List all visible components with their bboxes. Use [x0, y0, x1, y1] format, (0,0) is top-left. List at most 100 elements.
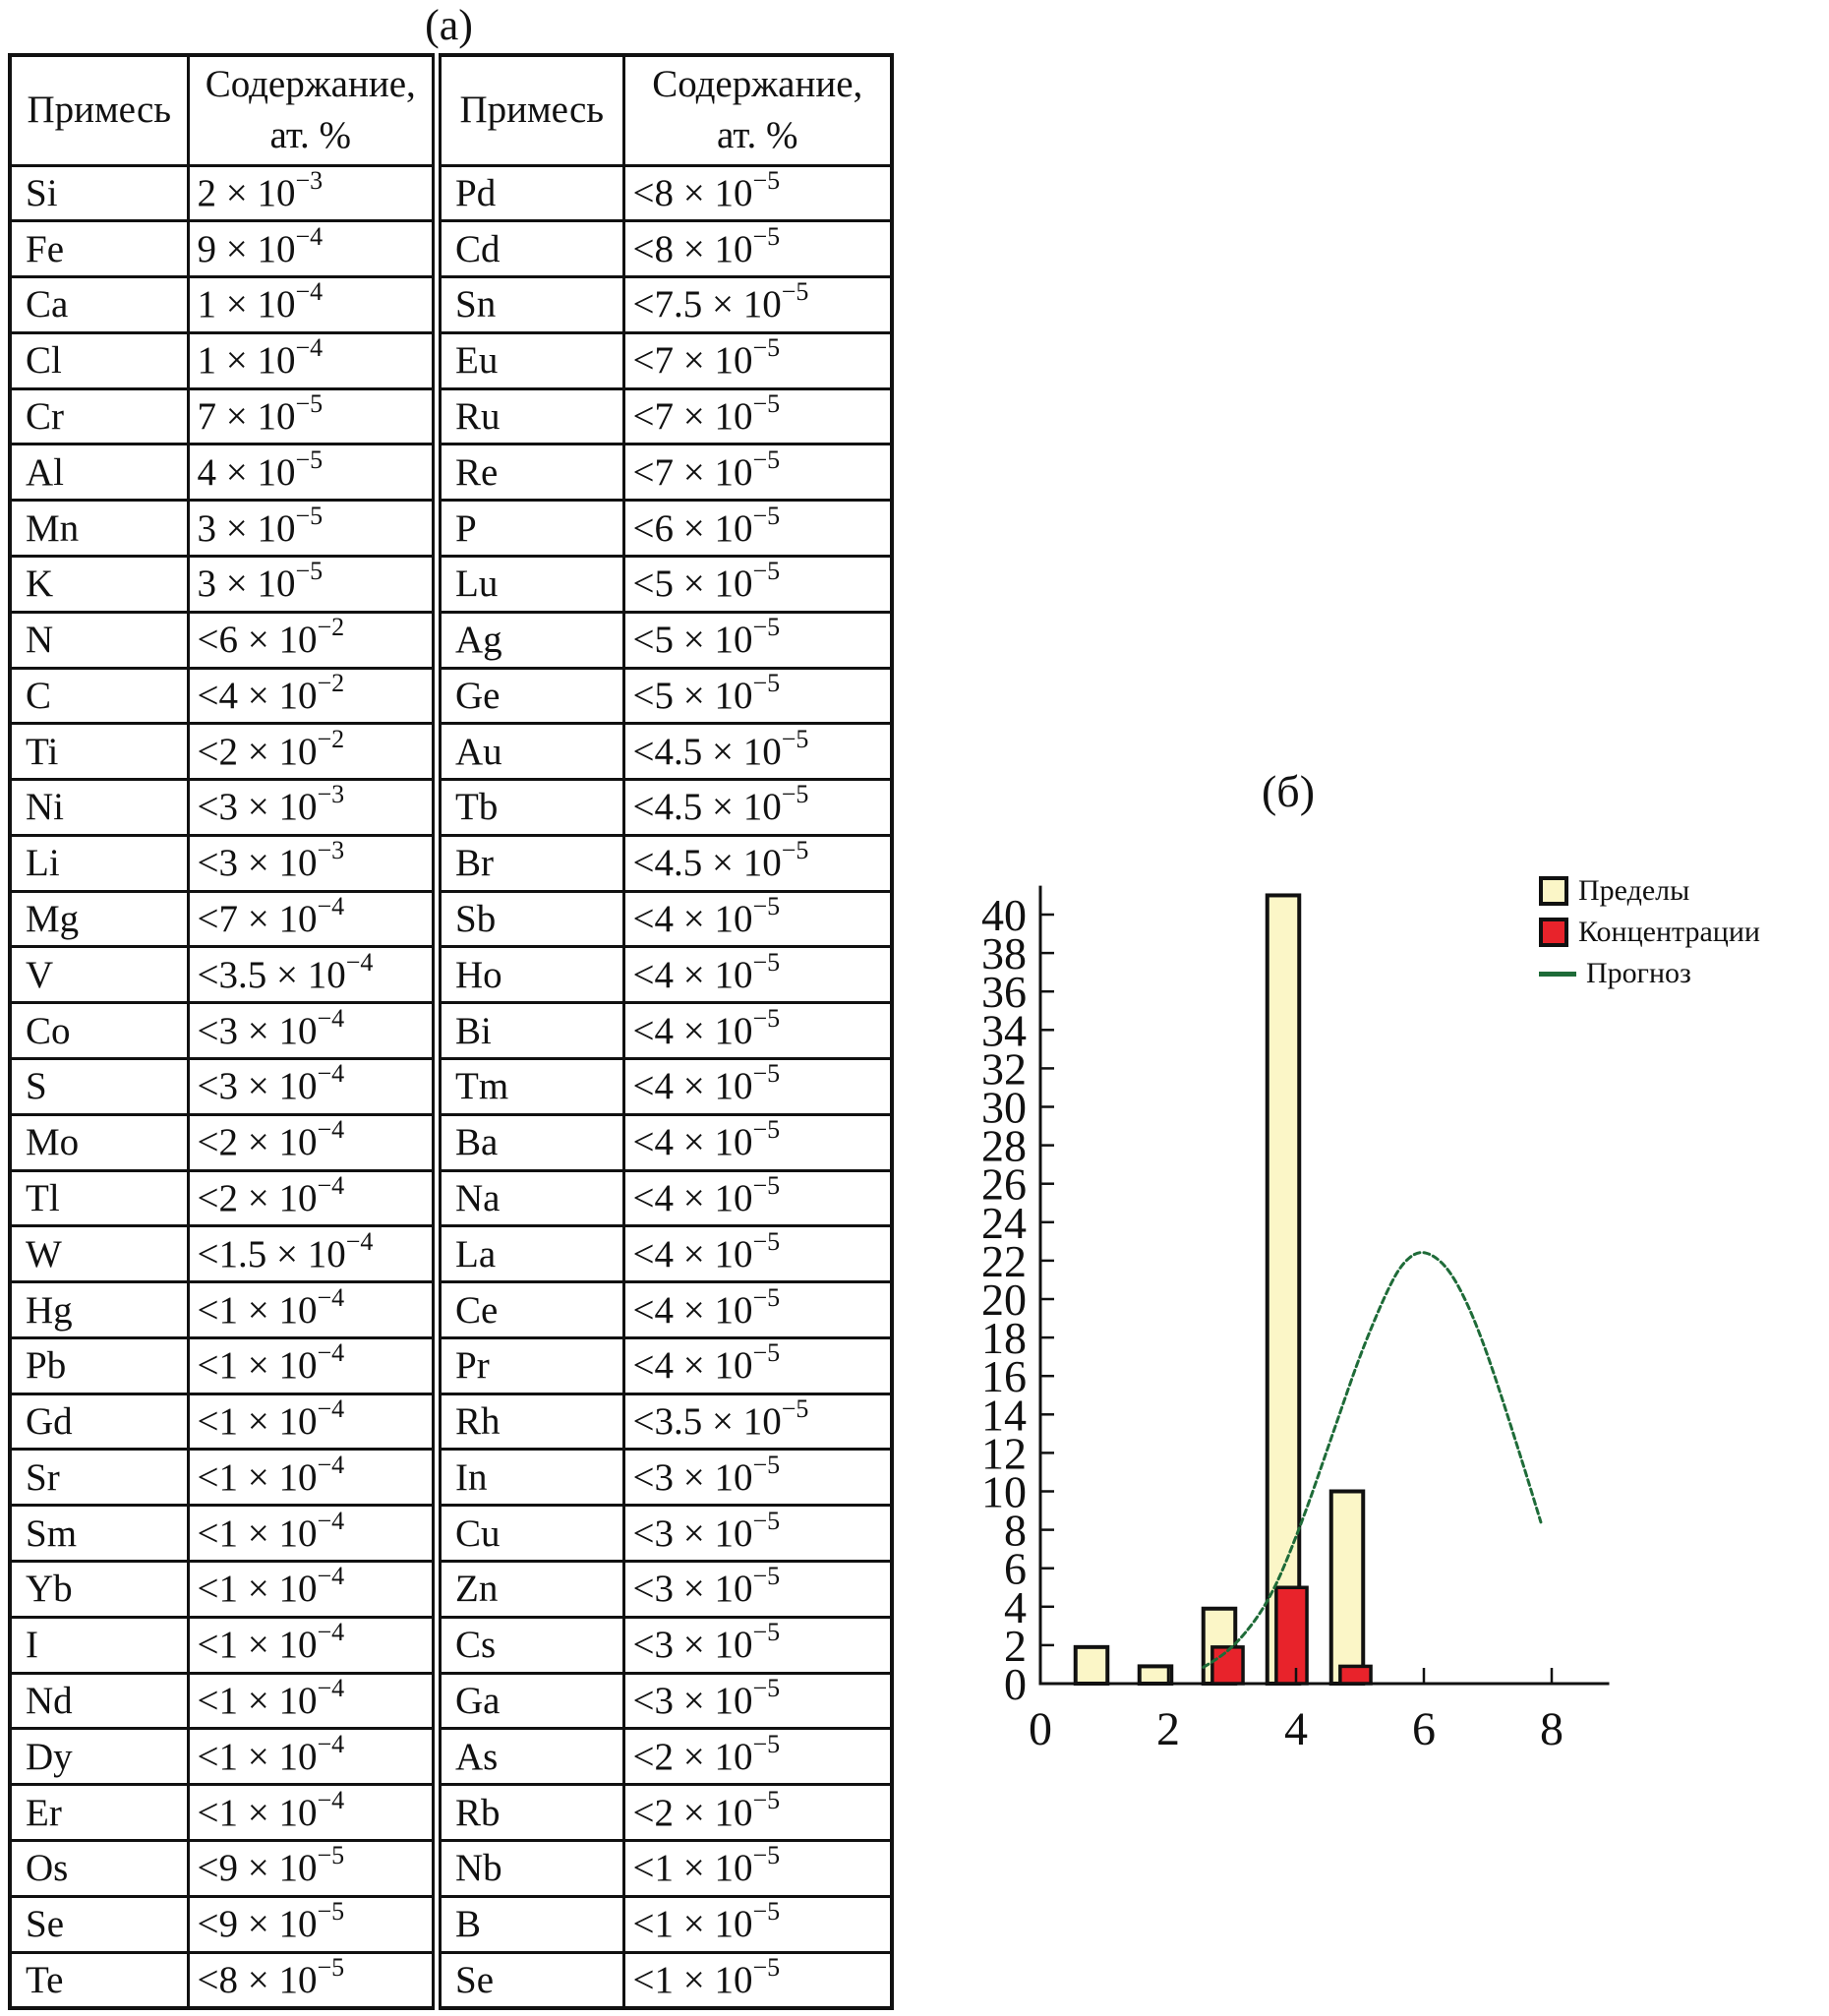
y-tick-label: 2 — [1004, 1621, 1027, 1671]
table-row: Te <8 × 10−5 Se <1 × 10−5 — [8, 1950, 894, 2010]
content-value: <1.5 × 10−4 — [186, 1224, 439, 1284]
content-value: <2 × 10−4 — [186, 1168, 439, 1228]
content-value: <8 × 10−5 — [621, 163, 894, 223]
col-header-content-left: Содержание, ат. % — [186, 53, 439, 167]
bar — [1274, 1585, 1309, 1686]
content-value: <5 × 10−5 — [621, 554, 894, 614]
table-row: I <1 × 10−4 Cs <3 × 10−5 — [8, 1615, 894, 1675]
table-row: Er <1 × 10−4 Rb <2 × 10−5 — [8, 1783, 894, 1842]
table-row: Nd <1 × 10−4 Ga <3 × 10−5 — [8, 1671, 894, 1731]
impurity-symbol: Cr — [8, 386, 190, 446]
impurity-symbol: Yb — [8, 1560, 190, 1619]
impurity-symbol: Sb — [432, 889, 625, 949]
bar — [1210, 1645, 1245, 1686]
impurity-symbol: Tb — [432, 778, 625, 837]
impurity-symbol: Re — [432, 443, 625, 503]
impurity-symbol: Ru — [432, 386, 625, 446]
table-row: Ca 1 × 10−4 Sn <7.5 × 10−5 — [8, 275, 894, 334]
table-row: Cr 7 × 10−5 Ru <7 × 10−5 — [8, 386, 894, 446]
content-value: <2 × 10−2 — [186, 722, 439, 782]
impurity-symbol: Te — [8, 1950, 190, 2010]
impurity-symbol: I — [8, 1615, 190, 1675]
table-row: Li <3 × 10−3 Br <4.5 × 10−5 — [8, 833, 894, 893]
impurity-symbol: Lu — [432, 554, 625, 614]
content-value: <8 × 10−5 — [186, 1950, 439, 2010]
legend-label: Прогноз — [1586, 957, 1691, 989]
legend-label: Концентрации — [1578, 916, 1760, 948]
content-value: <9 × 10−5 — [186, 1894, 439, 1954]
impurity-symbol: Sn — [432, 275, 625, 334]
impurity-symbol: Hg — [8, 1280, 190, 1339]
forecast-line-icon — [1539, 971, 1576, 977]
bar — [1265, 893, 1302, 1686]
content-value: <4 × 10−5 — [621, 1001, 894, 1060]
content-value: <3.5 × 10−4 — [186, 945, 439, 1005]
y-tick-label: 6 — [1004, 1544, 1027, 1594]
y-tick-label: 22 — [981, 1236, 1027, 1286]
impurity-symbol: Ni — [8, 778, 190, 837]
table-row: Mn 3 × 10−5 P <6 × 10−5 — [8, 499, 894, 558]
bar — [1073, 1644, 1110, 1686]
content-value: <5 × 10−5 — [621, 610, 894, 670]
x-axis-ticks — [1166, 1668, 1554, 1684]
impurity-symbol: Ge — [432, 666, 625, 726]
impurity-symbol: Er — [8, 1783, 190, 1842]
impurity-symbol: Eu — [432, 330, 625, 390]
impurity-symbol: As — [432, 1727, 625, 1787]
content-value: <4 × 10−2 — [186, 666, 439, 726]
table-row: N <6 × 10−2 Ag <5 × 10−5 — [8, 610, 894, 670]
impurity-symbol: Se — [8, 1894, 190, 1954]
content-value: <7 × 10−5 — [621, 386, 894, 446]
content-value: <1 × 10−5 — [621, 1838, 894, 1898]
table-row: Cl 1 × 10−4 Eu <7 × 10−5 — [8, 330, 894, 390]
panel-b-label: (б) — [1261, 766, 1316, 816]
content-value: <2 × 10−4 — [186, 1112, 439, 1172]
bar — [1338, 1664, 1373, 1686]
content-value: <4.5 × 10−5 — [621, 778, 894, 837]
content-value: <2 × 10−5 — [621, 1783, 894, 1842]
impurity-symbol: P — [432, 499, 625, 558]
impurity-table: Примесь Содержание, ат. % Примесь Содерж… — [8, 53, 894, 2010]
content-header-line1: Содержание, — [652, 62, 863, 105]
bar — [1137, 1664, 1174, 1687]
impurity-symbol: Au — [432, 722, 625, 782]
content-header-line2: ат. % — [269, 114, 351, 157]
table-header-row: Примесь Содержание, ат. % Примесь Содерж… — [8, 53, 894, 167]
x-axis-labels: 0 2 4 6 8 — [1029, 1703, 1564, 1755]
table-row: Gd <1 × 10−4 Rh <3.5 × 10−5 — [8, 1392, 894, 1452]
impurity-symbol: S — [8, 1057, 190, 1116]
impurity-symbol: Co — [8, 1001, 190, 1060]
y-tick-label: 16 — [981, 1351, 1027, 1401]
content-value: <1 × 10−4 — [186, 1448, 439, 1508]
impurity-symbol: Zn — [432, 1560, 625, 1619]
limits-bars — [1073, 893, 1366, 1687]
table-row: Pb <1 × 10−4 Pr <4 × 10−5 — [8, 1335, 894, 1395]
impurity-symbol: Rh — [432, 1392, 625, 1452]
y-tick-label: 0 — [1004, 1659, 1027, 1709]
table-row: Mo <2 × 10−4 Ba <4 × 10−5 — [8, 1112, 894, 1172]
y-tick-label: 34 — [981, 1005, 1027, 1055]
x-tick-label: 4 — [1284, 1703, 1308, 1755]
content-value: <3 × 10−3 — [186, 833, 439, 893]
impurity-symbol: Se — [432, 1950, 625, 2010]
impurity-symbol: Cs — [432, 1615, 625, 1675]
content-value: <6 × 10−2 — [186, 610, 439, 670]
content-value: 1 × 10−4 — [186, 330, 439, 390]
table-row: Co <3 × 10−4 Bi <4 × 10−5 — [8, 1001, 894, 1060]
content-value: <7 × 10−4 — [186, 889, 439, 949]
content-value: <4 × 10−5 — [621, 1112, 894, 1172]
content-value: <3 × 10−4 — [186, 1057, 439, 1116]
table-row: Ti <2 × 10−2 Au <4.5 × 10−5 — [8, 722, 894, 782]
content-value: 7 × 10−5 — [186, 386, 439, 446]
bar — [1328, 1489, 1366, 1686]
impurity-symbol: Tl — [8, 1168, 190, 1228]
impurity-symbol: Os — [8, 1838, 190, 1898]
y-tick-label: 8 — [1004, 1506, 1027, 1556]
content-value: <4 × 10−5 — [621, 1280, 894, 1339]
content-value: <3 × 10−5 — [621, 1671, 894, 1731]
table-row: Yb <1 × 10−4 Zn <3 × 10−5 — [8, 1560, 894, 1619]
panel-a-label: (a) — [425, 1, 473, 49]
impurity-symbol: La — [432, 1224, 625, 1284]
content-value: <1 × 10−4 — [186, 1392, 439, 1452]
y-tick-label: 38 — [981, 928, 1027, 978]
